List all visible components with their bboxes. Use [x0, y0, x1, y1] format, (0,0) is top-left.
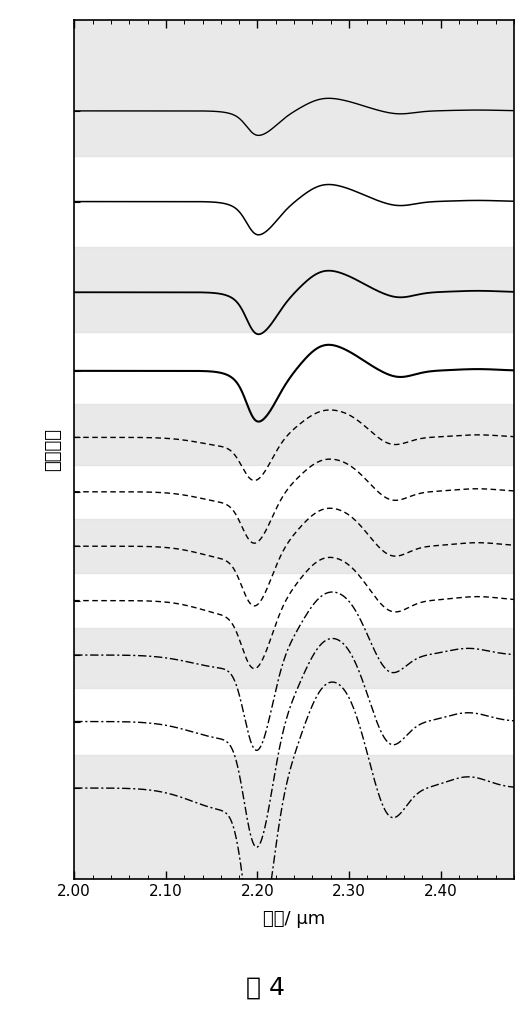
Bar [74, 246, 514, 331]
Bar [74, 20, 514, 157]
Text: 图 4: 图 4 [245, 976, 285, 1000]
Bar [74, 519, 514, 574]
Bar [74, 628, 514, 688]
Bar [74, 404, 514, 465]
Y-axis label: 坐标偏移: 坐标偏移 [45, 428, 63, 471]
Bar [74, 754, 514, 879]
X-axis label: 波长/ μm: 波长/ μm [263, 910, 325, 927]
